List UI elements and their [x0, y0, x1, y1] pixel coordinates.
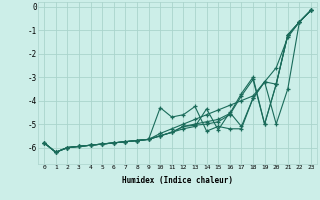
X-axis label: Humidex (Indice chaleur): Humidex (Indice chaleur)	[122, 176, 233, 185]
